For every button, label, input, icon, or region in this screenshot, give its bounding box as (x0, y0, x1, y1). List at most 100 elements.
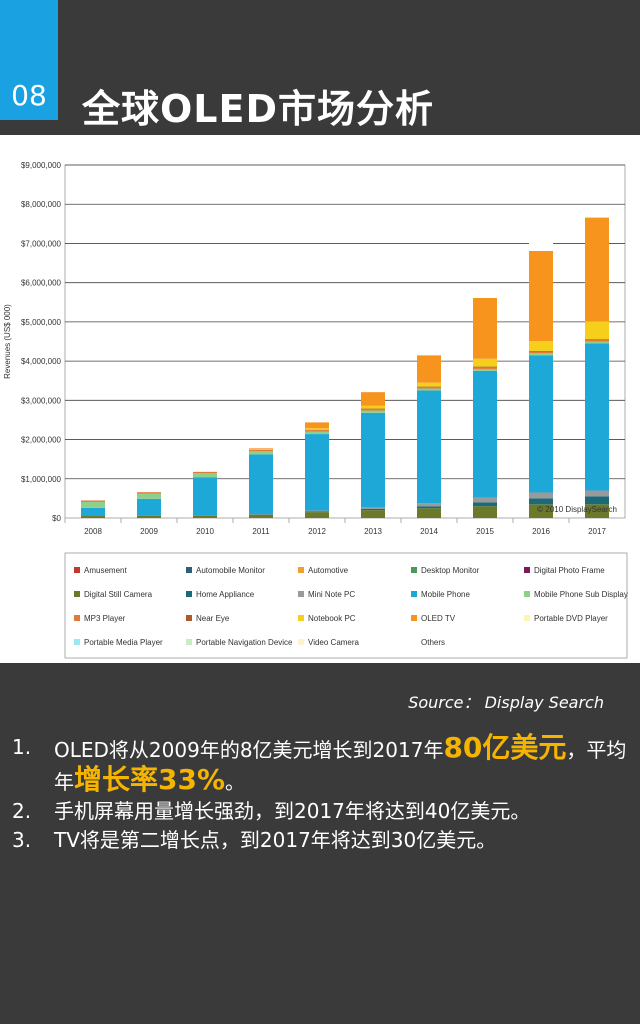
bar-segment (473, 358, 497, 367)
legend-swatch (524, 591, 530, 597)
bar-segment (81, 494, 105, 501)
bar-segment (417, 355, 441, 383)
bar-segment (529, 498, 553, 505)
legend-swatch (74, 615, 80, 621)
bar-segment (585, 490, 609, 497)
bar-segment (529, 350, 553, 352)
legend-swatch (186, 591, 192, 597)
legend-label: Video Camera (308, 638, 360, 647)
bar-segment (81, 501, 105, 508)
bar-segment (473, 506, 497, 518)
bar-segment (417, 386, 441, 389)
bar-segment (305, 510, 329, 512)
bar-segment (249, 442, 273, 449)
y-tick-label: $9,000,000 (21, 161, 62, 170)
bar-segment (305, 416, 329, 423)
legend-swatch (524, 567, 530, 573)
legend-label: Mobile Phone (421, 590, 470, 599)
revenue-chart: $0 $1,000,000 $2,000,000 $3,000,000 $4,000,0… (3, 161, 628, 659)
legend-swatch (411, 591, 417, 597)
x-tick-label: 2008 (84, 527, 102, 536)
y-tick-label: $0 (52, 514, 61, 523)
legend-swatch (74, 591, 80, 597)
x-tick-label: 2017 (588, 527, 606, 536)
highlight-growth: 增长率33% (74, 763, 226, 796)
point-2: 2. 手机屏幕用量增长强劲，到2017年将达到40亿美元。 (12, 797, 632, 826)
legend-swatch (74, 639, 80, 645)
y-tick-label: $5,000,000 (21, 318, 62, 327)
bar-segment (473, 368, 497, 371)
title-bar: 08 全球OLED市场分析 (0, 0, 640, 131)
bar-segment (137, 515, 161, 518)
chart-panel: $0 $1,000,000 $2,000,000 $3,000,000 $4,000,0… (0, 135, 640, 663)
point-text: OLED将从2009年的8亿美元增长到2017年80亿美元，平均年增长率33%。 (54, 731, 627, 796)
key-points: 1. OLED将从2009年的8亿美元增长到2017年80亿美元，平均年增长率3… (12, 733, 632, 855)
x-tick-label: 2011 (252, 527, 270, 536)
legend-swatch (524, 615, 530, 621)
legend-swatch (410, 638, 418, 646)
legend-box (64, 552, 628, 659)
bar-segment (417, 508, 441, 518)
legend-label: Digital Photo Frame (534, 566, 605, 575)
bar-segment (529, 241, 553, 251)
bar-segment (249, 454, 273, 515)
x-tick-label: 2013 (364, 527, 382, 536)
y-axis-label: Revenues (US$ 000) (3, 304, 12, 379)
bar-segment (473, 297, 497, 359)
bar-segment (193, 471, 217, 474)
bar-segment (529, 355, 553, 493)
bar-segment (529, 353, 553, 356)
legend-swatch (186, 639, 192, 645)
legend-label: Digital Still Camera (84, 590, 153, 599)
legend-label: Desktop Monitor (421, 566, 480, 575)
bar-segment (193, 477, 217, 516)
x-tick-label: 2012 (308, 527, 326, 536)
y-tick-label: $1,000,000 (21, 475, 62, 484)
bar-segment (473, 289, 497, 298)
bar-segment (585, 207, 609, 218)
legend-label: Amusement (84, 566, 127, 575)
bar-segment (137, 493, 161, 499)
bar-segment (249, 514, 273, 518)
x-tick-label: 2014 (420, 527, 438, 536)
bar-segment (361, 408, 385, 411)
bar-segment (529, 351, 553, 354)
legend-label: Automobile Monitor (196, 566, 265, 575)
legend-swatch (186, 615, 192, 621)
bar-segment (473, 367, 497, 369)
legend-label: Near Eye (196, 614, 230, 623)
x-tick-label: 2009 (140, 527, 158, 536)
bar-segment (305, 434, 329, 511)
bar-segment (361, 392, 385, 406)
bar-segment (585, 321, 609, 340)
bar-segment (305, 512, 329, 518)
y-tick-label: $6,000,000 (21, 279, 62, 288)
copyright-note: © 2010 DisplaySearch (537, 505, 617, 514)
bar-segment (417, 390, 441, 504)
bar-segment (137, 486, 161, 493)
legend-swatch (411, 615, 417, 621)
bar-segment (305, 428, 329, 430)
legend-swatch (298, 567, 304, 573)
legend-swatch (298, 615, 304, 621)
bar-segment (417, 506, 441, 509)
y-tick-label: $2,000,000 (21, 436, 62, 445)
source-note: Source： Display Search (408, 693, 604, 712)
legend-label: Portable Navigation Device (196, 638, 293, 647)
legend-swatch (74, 567, 80, 573)
bar-segment (249, 449, 273, 452)
point-1: 1. OLED将从2009年的8亿美元增长到2017年80亿美元，平均年增长率3… (12, 733, 632, 797)
y-tick-label: $8,000,000 (21, 200, 62, 209)
bar-segment (417, 388, 441, 391)
legend-label: Automotive (308, 566, 349, 575)
bar-segment (137, 492, 161, 494)
bar-segment (81, 500, 105, 502)
bar-segment (137, 498, 161, 516)
bar-segment (585, 341, 609, 344)
bar-segment (529, 250, 553, 342)
bar-segment (249, 448, 273, 449)
y-tick-label: $7,000,000 (21, 239, 62, 248)
bar-segment (473, 502, 497, 507)
legend-label: Portable Media Player (84, 638, 163, 647)
legend-label: Notebook PC (308, 614, 356, 623)
